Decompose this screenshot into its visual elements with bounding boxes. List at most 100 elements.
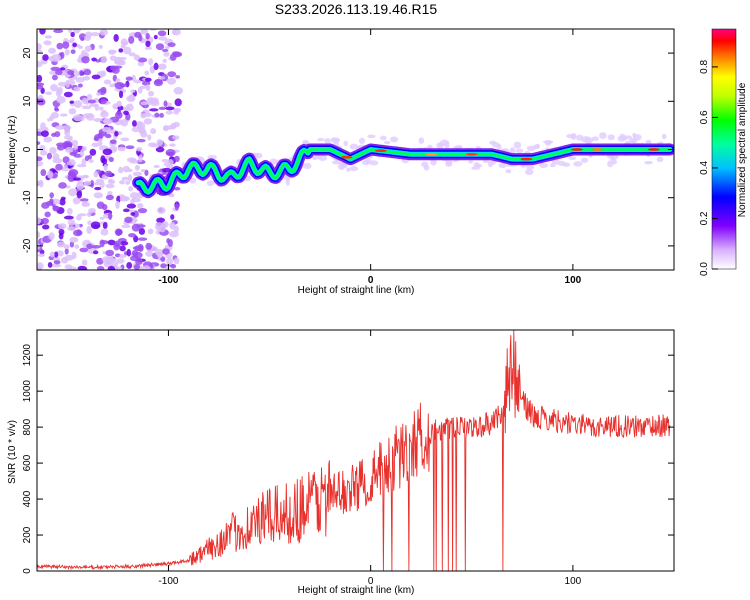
noise-blob (37, 180, 44, 185)
x-tick-label: -100 (158, 576, 178, 587)
hot-spot (374, 149, 387, 153)
noise-blob (136, 202, 144, 209)
noise-blob (37, 243, 41, 250)
noise-blob (77, 213, 87, 217)
haze-blob (599, 132, 607, 140)
haze-blob (509, 147, 516, 155)
y-tick-label: 1000 (22, 380, 33, 403)
noise-blob (47, 262, 53, 268)
noise-blob (54, 106, 59, 111)
noise-blob (118, 48, 124, 53)
haze-blob (513, 141, 522, 149)
haze-blob (525, 165, 535, 170)
noise-blob (115, 200, 120, 209)
colorbar-tick-label: 0.8 (699, 60, 710, 74)
noise-blob (143, 118, 153, 125)
haze-blob (418, 137, 425, 144)
noise-blob (56, 241, 66, 248)
snr-x-label: Height of straight line (km) (298, 585, 415, 596)
noise-blob (109, 83, 115, 88)
noise-blob (169, 221, 176, 230)
noise-blob (138, 154, 143, 163)
haze-blob (343, 140, 349, 147)
noise-blob (147, 134, 152, 141)
noise-blob (149, 246, 158, 252)
haze-blob (379, 135, 387, 141)
noise-blob (107, 179, 116, 185)
noise-blob (86, 211, 92, 218)
noise-blob (160, 256, 166, 262)
noise-blob (91, 244, 102, 249)
spectrogram-x-label: Height of straight line (km) (298, 285, 415, 296)
noise-blob (162, 48, 169, 53)
colorbar: 0.0 0.2 0.4 0.6 0.8 Normalized spectral ampl… (699, 28, 748, 276)
noise-blob (173, 87, 184, 95)
noise-blob (56, 42, 64, 50)
haze-blob (471, 166, 477, 170)
noise-blob (157, 63, 167, 70)
y-tick-label: -20 (22, 238, 33, 253)
noise-blob (125, 76, 133, 81)
noise-blob (76, 229, 82, 236)
noise-blob (84, 45, 92, 52)
noise-blob (145, 32, 150, 40)
noise-blob (72, 42, 78, 48)
noise-blob (93, 170, 99, 178)
spectrogram-y-ticks: 20 10 0 -10 -20 (22, 47, 674, 253)
hot-spot (425, 152, 438, 156)
noise-blob (58, 182, 67, 189)
noise-blob (88, 159, 94, 164)
haze-blob (358, 137, 366, 145)
noise-blob (74, 70, 80, 77)
noise-blob (105, 183, 115, 189)
haze-blob (573, 161, 583, 167)
haze-blob (591, 136, 599, 141)
noise-blob (153, 62, 159, 71)
noise-blob (145, 40, 151, 48)
noise-blob (63, 135, 73, 140)
noise-blob (157, 30, 167, 37)
noise-blob (53, 205, 60, 211)
noise-blob (144, 46, 153, 50)
noise-blob (149, 108, 159, 112)
haze-blob (324, 138, 332, 144)
noise-blob (51, 198, 61, 205)
noise-blob (40, 130, 49, 138)
noise-blob (71, 139, 79, 147)
x-tick-label: 100 (565, 275, 582, 286)
noise-blob (37, 84, 44, 90)
noise-blob (121, 176, 130, 181)
haze-blob (330, 137, 340, 144)
noise-blob (122, 208, 130, 213)
noise-blob (66, 160, 77, 166)
noise-blob (169, 143, 176, 147)
haze-blob (206, 180, 215, 187)
noise-blob (67, 219, 76, 226)
y-tick-label: 800 (22, 418, 33, 435)
haze-blob (367, 134, 376, 139)
noise-blob (113, 34, 119, 42)
noise-blob (168, 158, 174, 166)
noise-blob (68, 188, 78, 197)
noise-blob (90, 179, 95, 188)
noise-blob (115, 111, 123, 119)
noise-blob (140, 169, 146, 173)
noise-blob (128, 94, 136, 101)
noise-blob (37, 74, 43, 83)
noise-blob (49, 147, 57, 154)
noise-blob (156, 217, 165, 224)
y-tick-label: 10 (22, 95, 33, 107)
noise-blob (73, 177, 82, 181)
noise-blob (96, 92, 101, 96)
noise-blob (137, 244, 144, 252)
noise-blob (82, 75, 91, 81)
noise-blob (103, 163, 108, 172)
haze-blob (623, 135, 633, 140)
hot-spot (520, 157, 533, 161)
noise-blob (77, 265, 87, 270)
noise-blob (99, 29, 109, 36)
noise-blob (49, 192, 54, 199)
noise-blob (108, 156, 114, 163)
noise-blob (70, 49, 76, 55)
noise-blob (37, 141, 41, 145)
